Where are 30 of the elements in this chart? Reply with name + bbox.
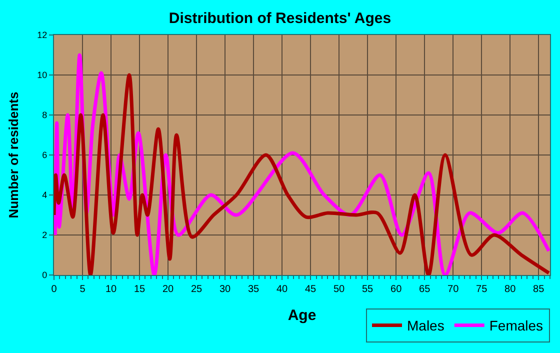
y-axis-title: Number of residents — [6, 92, 22, 218]
y-tick-label: 8 — [42, 110, 48, 120]
legend-label: Females — [489, 318, 544, 334]
x-tick-label: 25 — [190, 284, 203, 295]
x-tick-label: 15 — [134, 284, 146, 295]
x-tick-label: 60 — [390, 284, 402, 295]
x-tick-label: 55 — [362, 284, 374, 295]
y-tick-label: 10 — [37, 70, 48, 80]
y-tick-label: 12 — [37, 30, 48, 40]
x-tick-label: 65 — [419, 284, 431, 295]
legend-label: Males — [407, 318, 444, 334]
x-tick-label: 70 — [448, 284, 460, 295]
x-tick-label: 50 — [333, 284, 346, 295]
x-axis-title: Age — [288, 307, 316, 324]
chart-title: Distribution of Residents' Ages — [168, 10, 392, 27]
x-tick-label: 35 — [248, 284, 260, 295]
y-tick-label: 0 — [42, 270, 48, 280]
x-tick-label: 75 — [476, 284, 488, 295]
y-tick-label: 2 — [42, 230, 48, 240]
y-tick-label: 4 — [42, 190, 48, 200]
x-tick-label: 85 — [533, 284, 545, 295]
x-tick-label: 80 — [504, 284, 516, 295]
y-tick-label: 6 — [42, 150, 48, 160]
x-tick-label: 10 — [105, 284, 118, 295]
x-tick-label: 0 — [51, 284, 58, 295]
x-tick-label: 45 — [304, 284, 317, 295]
x-tick-label: 30 — [219, 284, 232, 295]
x-tick-label: 20 — [162, 284, 174, 295]
x-tick-label: 5 — [80, 284, 86, 295]
x-tick-label: 40 — [276, 284, 288, 295]
